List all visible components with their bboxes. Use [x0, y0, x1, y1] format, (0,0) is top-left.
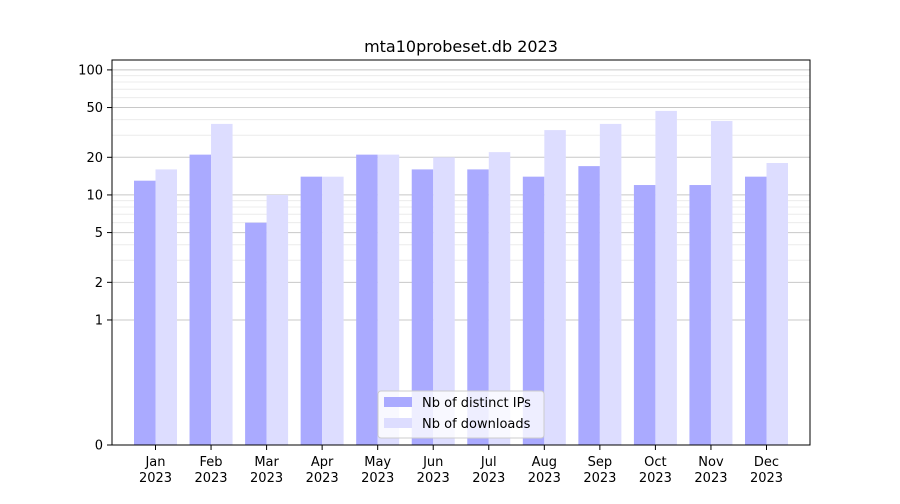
x-tick-label-year: 2023	[194, 471, 227, 486]
bar-distinct-ips	[300, 176, 323, 445]
bar-distinct-ips	[522, 176, 545, 445]
y-tick-label: 0	[95, 439, 103, 454]
y-tick-label: 5	[95, 226, 103, 241]
chart-title: mta10probeset.db 2023	[364, 37, 558, 56]
plot-frame	[111, 59, 811, 446]
bar-distinct-ips	[411, 169, 434, 445]
bar-downloads	[211, 123, 233, 445]
x-tick-label-year: 2023	[361, 471, 394, 486]
bar-distinct-ips	[689, 185, 711, 445]
x-tick-label-year: 2023	[306, 471, 339, 486]
x-tick-label-month: May	[364, 455, 391, 470]
bar-downloads	[488, 152, 511, 445]
bar-downloads	[766, 163, 788, 445]
y-axis: 0 1 2 5 10 20 50 100	[78, 63, 112, 454]
x-tick-label-year: 2023	[750, 471, 783, 486]
bar-downloads	[266, 194, 289, 445]
legend-label-distinct-ips: Nb of distinct IPs	[422, 396, 531, 411]
y-tick-label: 100	[78, 63, 103, 78]
x-tick-label-month: Sep	[588, 455, 613, 470]
x-tick-label-year: 2023	[583, 471, 616, 486]
x-tick-label-month: Nov	[698, 455, 724, 470]
bar-downloads	[655, 110, 677, 445]
x-tick-label-month: Apr	[311, 455, 334, 470]
legend-box	[377, 390, 545, 439]
bar-downloads	[377, 154, 400, 446]
x-tick-label-year: 2023	[417, 471, 450, 486]
bar-distinct-ips	[189, 154, 212, 446]
x-tick-label-month: Mar	[254, 455, 279, 470]
bar-distinct-ips	[745, 176, 767, 445]
legend-swatch-distinct-ips	[384, 397, 412, 407]
bar-distinct-ips	[578, 166, 600, 445]
y-tick-label: 20	[86, 151, 103, 166]
bar-downloads	[433, 157, 455, 445]
x-tick-label-year: 2023	[139, 471, 172, 486]
bar-downloads	[155, 169, 177, 445]
y-tick-label: 10	[86, 188, 103, 203]
x-tick-label-month: Jul	[480, 455, 497, 470]
x-tick-label-year: 2023	[528, 471, 561, 486]
x-tick-label-month: Aug	[532, 455, 557, 470]
bar-downloads	[599, 123, 622, 445]
legend-label-downloads: Nb of downloads	[422, 417, 531, 432]
bar-distinct-ips	[633, 185, 656, 445]
x-tick-label-year: 2023	[639, 471, 672, 486]
y-tick-label: 2	[95, 276, 103, 291]
legend: Nb of distinct IPs Nb of downloads	[377, 390, 545, 439]
x-tick-label-month: Jun	[422, 455, 443, 470]
bar-distinct-ips	[134, 180, 156, 445]
x-tick-label-year: 2023	[250, 471, 283, 486]
y-tick-label: 1	[95, 313, 103, 328]
legend-swatch-downloads	[384, 418, 412, 428]
bar-distinct-ips	[467, 169, 489, 445]
x-tick-label-month: Feb	[200, 455, 223, 470]
bar-downloads	[322, 176, 344, 445]
bar-downloads	[544, 130, 566, 445]
x-axis: Jan2023Feb2023Mar2023Apr2023May2023Jun20…	[139, 445, 783, 486]
y-tick-label: 50	[86, 101, 103, 116]
x-tick-label-month: Oct	[644, 455, 666, 470]
bar-distinct-ips	[245, 222, 267, 445]
x-tick-label-year: 2023	[472, 471, 505, 486]
bars-layer	[134, 110, 788, 446]
bar-distinct-ips	[356, 154, 378, 446]
x-tick-label-month: Jan	[144, 455, 165, 470]
bar-downloads	[710, 121, 733, 446]
x-tick-label-month: Dec	[754, 455, 779, 470]
x-tick-label-year: 2023	[694, 471, 727, 486]
